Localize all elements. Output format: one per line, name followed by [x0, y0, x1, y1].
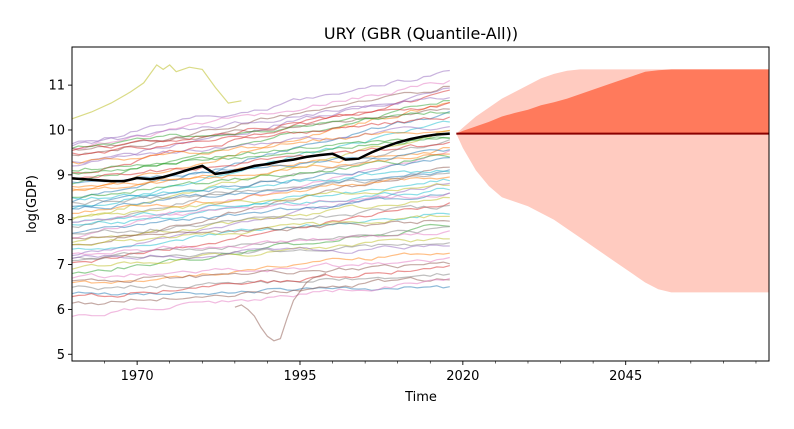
background-series-line [71, 192, 450, 234]
y-tick-label: 10 [48, 123, 65, 138]
background-series-line [71, 85, 450, 157]
x-tick-label: 1995 [283, 369, 316, 384]
background-series-line [71, 89, 450, 174]
background-series-line [71, 87, 450, 167]
x-tick-label: 1970 [121, 369, 154, 384]
plot-area [71, 64, 769, 342]
background-series-line [71, 141, 450, 180]
background-series-line [71, 226, 450, 260]
background-series-line [71, 169, 450, 201]
background-series-line [71, 230, 450, 256]
background-series-line [71, 101, 451, 152]
crisis-series-line [234, 272, 327, 342]
outlier-series-line [71, 64, 242, 120]
background-series-line [71, 129, 450, 165]
highlight-series-line [71, 132, 450, 183]
background-series-line [71, 252, 450, 285]
background-series-line [71, 244, 450, 260]
y-tick-label: 11 [48, 79, 65, 94]
background-series-line [71, 69, 450, 145]
background-series-line [71, 261, 450, 284]
background-series-line [71, 242, 450, 262]
background-series-line [71, 126, 450, 164]
y-tick-label: 7 [57, 258, 65, 273]
x-axis: 1970 1995 2020 2045 [104, 361, 757, 384]
background-series-line [71, 136, 450, 175]
y-axis: 5 6 7 8 9 10 11 [48, 79, 72, 363]
background-series-line [71, 111, 450, 149]
background-series-line [71, 150, 451, 239]
y-axis-label: log(GDP) [25, 175, 40, 233]
x-tick-label: 2020 [446, 369, 479, 384]
chart-title: URY (GBR (Quantile-All)) [324, 24, 518, 43]
background-series-line [71, 219, 450, 240]
background-series-line [71, 169, 450, 210]
background-series-line [71, 204, 450, 235]
background-series-line [71, 265, 450, 298]
y-tick-label: 9 [57, 168, 65, 183]
background-series-line [71, 276, 450, 306]
background-series-line [71, 178, 450, 223]
background-series-line [71, 79, 451, 150]
background-series-line [71, 237, 450, 270]
background-series-line [71, 139, 451, 229]
background-series-line [71, 277, 450, 317]
y-tick-label: 8 [57, 213, 65, 228]
background-series-line [71, 172, 450, 206]
background-series-line [71, 116, 451, 156]
background-series-line [71, 153, 450, 192]
background-series-line [71, 285, 450, 296]
background-series-line [72, 176, 450, 214]
x-axis-label: Time [404, 390, 437, 405]
background-series-line [71, 256, 450, 279]
background-series-line [71, 187, 450, 226]
y-tick-label: 5 [57, 348, 65, 363]
background-series-line [71, 136, 450, 172]
background-series-line [71, 272, 450, 291]
background-series-line [71, 212, 450, 250]
x-tick-label: 2045 [609, 369, 642, 384]
background-series-line [71, 182, 450, 219]
background-series-line [71, 192, 451, 223]
plot-frame [71, 46, 770, 362]
y-tick-label: 6 [57, 303, 65, 318]
background-series-line [71, 96, 450, 147]
forecast-inner-band [456, 69, 769, 134]
